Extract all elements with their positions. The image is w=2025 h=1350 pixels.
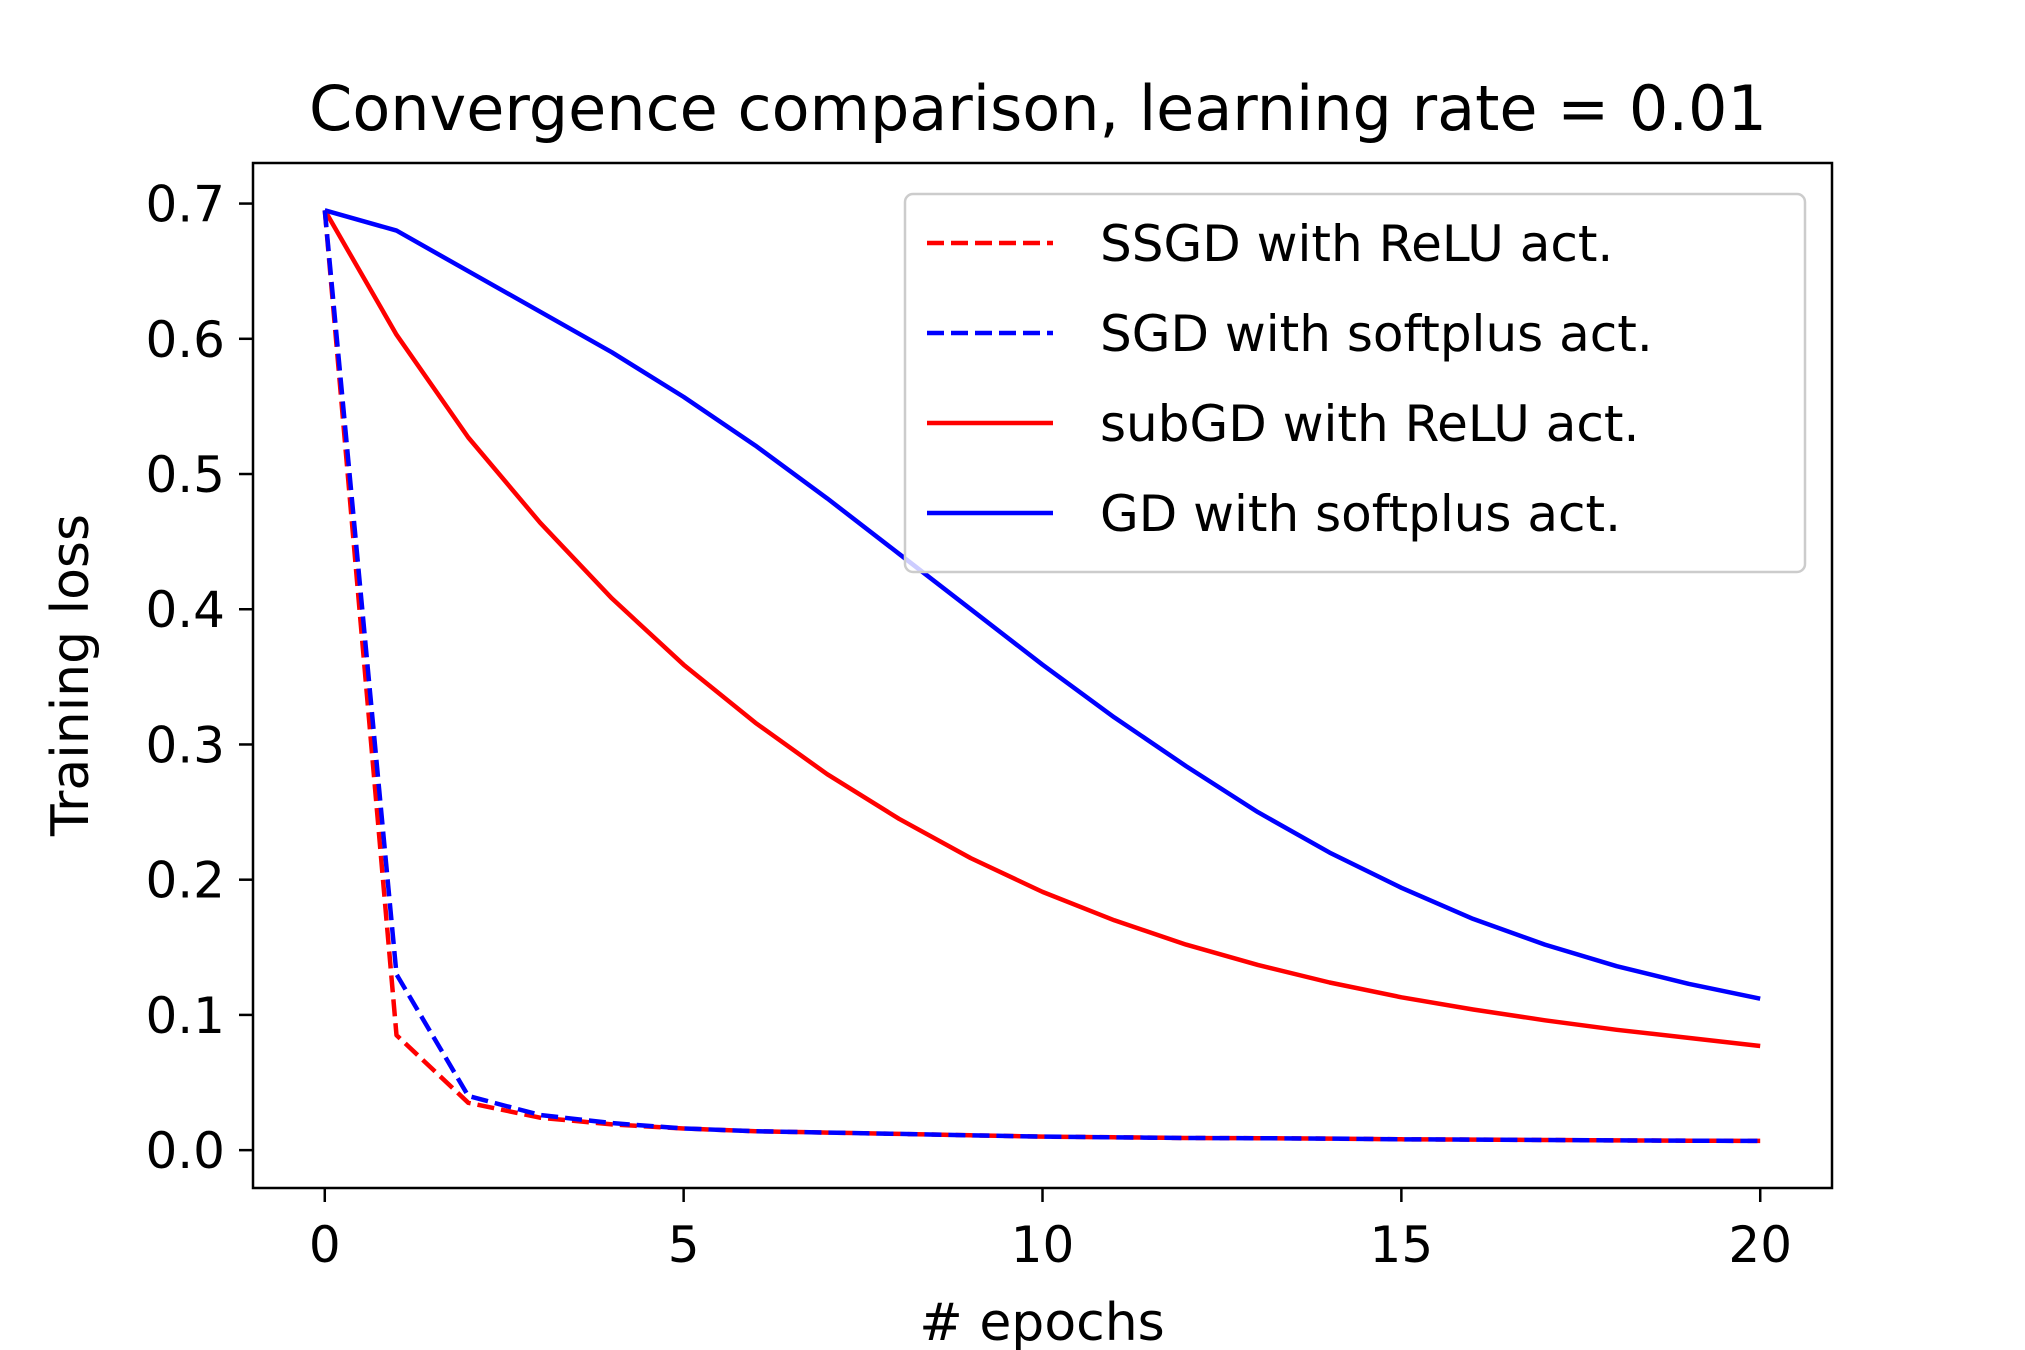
series-line-subgd-with-relu-act — [322, 209, 1761, 1049]
x-tick-label: 5 — [668, 1216, 700, 1274]
series-line-ssgd-with-relu-act — [322, 210, 1761, 1144]
x-tick-label: 10 — [1011, 1216, 1075, 1274]
plot-lines — [322, 208, 1761, 1144]
y-tick-label: 0.2 — [145, 852, 225, 910]
x-axis-title: # epochs — [919, 1293, 1165, 1350]
legend-label-ssgd-with-relu-act: SSGD with ReLU act. — [1100, 215, 1613, 273]
series-line-gd-with-softplus-act — [324, 208, 1761, 1001]
legend: SSGD with ReLU act. SGD with softplus act… — [903, 192, 1807, 574]
y-axis: 0.0 0.1 0.2 0.3 0.4 0.5 0.6 0.7 — [145, 176, 253, 1180]
x-tick-label: 20 — [1728, 1216, 1792, 1274]
legend-frame — [903, 192, 1807, 574]
y-tick-label: 0.3 — [145, 716, 225, 774]
y-axis-title: Training loss — [41, 514, 101, 837]
y-tick-label: 0.7 — [145, 176, 225, 234]
y-tick-label: 0.6 — [145, 311, 225, 369]
legend-label-subgd-with-relu-act: subGD with ReLU act. — [1100, 395, 1639, 453]
legend-label-sgd-with-softplus-act: SGD with softplus act. — [1100, 305, 1653, 363]
y-tick-label: 0.4 — [145, 581, 225, 639]
x-tick-label: 0 — [309, 1216, 341, 1274]
x-tick-label: 15 — [1370, 1216, 1434, 1274]
x-axis: 0 5 10 15 20 — [309, 1188, 1792, 1274]
y-tick-label: 0.5 — [145, 446, 225, 504]
chart-title: Convergence comparison, learning rate = … — [309, 72, 1767, 145]
y-tick-label: 0.1 — [145, 987, 225, 1045]
legend-label-gd-with-softplus-act: GD with softplus act. — [1100, 485, 1621, 543]
y-tick-label: 0.0 — [145, 1122, 225, 1180]
